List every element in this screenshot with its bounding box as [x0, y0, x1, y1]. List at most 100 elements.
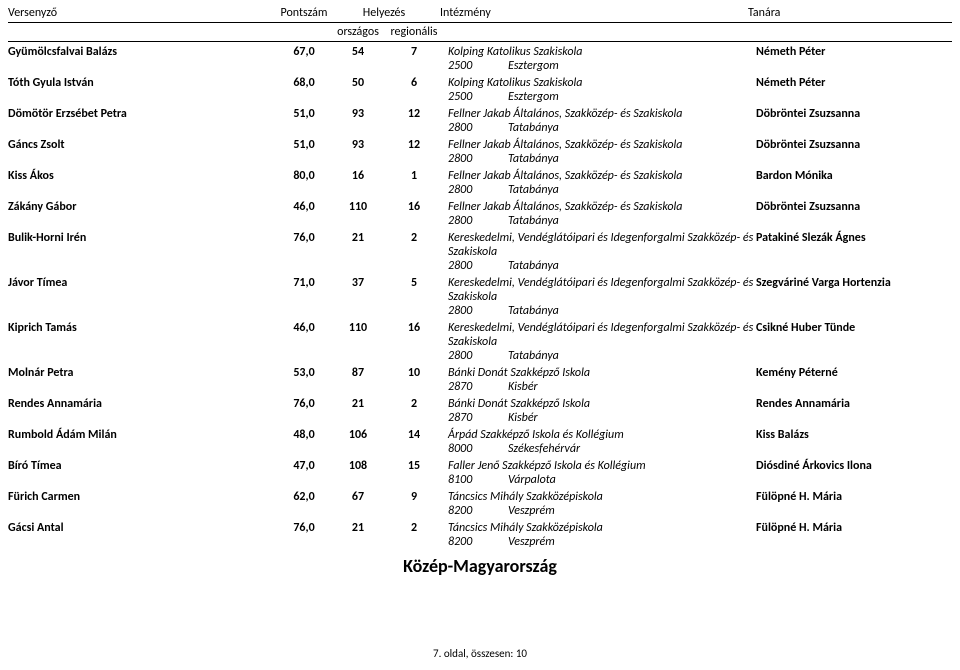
cell-city: Kisbér — [508, 380, 538, 394]
cell-city: Esztergom — [508, 59, 559, 73]
cell-reg: 12 — [384, 107, 444, 121]
cell-score: 46,0 — [276, 321, 332, 335]
cell-city: Tatabánya — [508, 152, 559, 166]
table-header-row: Versenyző Pontszám Helyezés Intézmény Ta… — [8, 6, 952, 23]
table-row: Bulik-Horni Irén76,0212Kereskedelmi, Ven… — [8, 231, 952, 273]
table-row: Tóth Gyula István68,0506Kolping Katoliku… — [8, 76, 952, 104]
entry-address-row: 2500Esztergom — [8, 90, 952, 104]
entry-address-row: 2870Kisbér — [8, 411, 952, 425]
cell-city: Tatabánya — [508, 304, 559, 318]
cell-zip: 2800 — [444, 183, 508, 197]
entry-main-row: Rendes Annamária 76,0212Bánki Donát Szakk… — [8, 397, 952, 411]
cell-reg: 5 — [384, 276, 444, 290]
cell-teacher: Szegváriné Varga Hortenzia — [756, 276, 926, 290]
cell-nat: 16 — [332, 169, 384, 183]
entry-address-row: 2800Tatabánya — [8, 259, 952, 273]
cell-name: Zákány Gábor — [8, 200, 276, 214]
cell-score: 67,0 — [276, 45, 332, 59]
cell-institution: Árpád Szakképző Iskola és Kollégium — [444, 428, 756, 442]
cell-reg: 2 — [384, 231, 444, 245]
cell-institution: Bánki Donát Szakképző Iskola — [444, 397, 756, 411]
cell-reg: 2 — [384, 397, 444, 411]
cell-institution: Fellner Jakab Általános, Szakközép- és S… — [444, 169, 756, 183]
cell-city: Tatabánya — [508, 183, 559, 197]
cell-institution: Faller Jenő Szakképző Iskola és Kollégiu… — [444, 459, 756, 473]
cell-name: Fürich Carmen — [8, 490, 276, 504]
cell-name: Bulik-Horni Irén — [8, 231, 276, 245]
cell-nat: 37 — [332, 276, 384, 290]
cell-teacher: Döbröntei Zsuzsanna — [756, 107, 926, 121]
cell-reg: 15 — [384, 459, 444, 473]
cell-nat: 21 — [332, 397, 384, 411]
col-header-teacher: Tanára — [748, 6, 918, 20]
entry-main-row: Rumbold Ádám Milán48,010614Árpád Szakkép… — [8, 428, 952, 442]
cell-zip: 8100 — [444, 473, 508, 487]
cell-score: 80,0 — [276, 169, 332, 183]
cell-score: 68,0 — [276, 76, 332, 90]
table-row: Fürich Carmen62,0679Táncsics Mihály Szak… — [8, 490, 952, 518]
entry-address-row: 2870Kisbér — [8, 380, 952, 394]
table-row: Jávor Tímea71,0375Kereskedelmi, Vendéglá… — [8, 276, 952, 318]
cell-name: Jávor Tímea — [8, 276, 276, 290]
entry-address-row: 2500Esztergom — [8, 59, 952, 73]
cell-score: 62,0 — [276, 490, 332, 504]
cell-score: 76,0 — [276, 397, 332, 411]
entry-main-row: Dömötör Erzsébet Petra51,09312Fellner Ja… — [8, 107, 952, 121]
cell-nat: 21 — [332, 231, 384, 245]
col-subheader-nat: országos — [332, 25, 384, 39]
cell-teacher: Kemény Péterné — [756, 366, 926, 380]
cell-teacher: Bardon Mónika — [756, 169, 926, 183]
cell-score: 51,0 — [276, 138, 332, 152]
entries-container: Gyümölcsfalvai Balázs67,0547Kolping Kato… — [8, 45, 952, 549]
cell-teacher: Fülöpné H. Mária — [756, 521, 926, 535]
region-title: Közép-Magyarország — [8, 555, 952, 577]
cell-institution: Fellner Jakab Általános, Szakközép- és S… — [444, 138, 756, 152]
cell-zip: 2870 — [444, 380, 508, 394]
entry-main-row: Gáncs Zsolt51,09312Fellner Jakab Általán… — [8, 138, 952, 152]
cell-zip: 8000 — [444, 442, 508, 456]
cell-city: Tatabánya — [508, 349, 559, 363]
cell-institution: Táncsics Mihály Szakközépiskola — [444, 521, 756, 535]
cell-nat: 110 — [332, 321, 384, 335]
table-row: Rumbold Ádám Milán48,010614Árpád Szakkép… — [8, 428, 952, 456]
entry-main-row: Fürich Carmen62,0679Táncsics Mihály Szak… — [8, 490, 952, 504]
cell-zip: 2800 — [444, 152, 508, 166]
cell-institution: Bánki Donát Szakképző Iskola — [444, 366, 756, 380]
cell-teacher: Rendes Annamária — [756, 397, 926, 411]
cell-zip: 2870 — [444, 411, 508, 425]
cell-name: Gáncs Zsolt — [8, 138, 276, 152]
cell-zip: 8200 — [444, 535, 508, 549]
cell-city: Tatabánya — [508, 259, 559, 273]
table-row: Gáncs Zsolt51,09312Fellner Jakab Általán… — [8, 138, 952, 166]
cell-city: Tatabánya — [508, 121, 559, 135]
cell-name: Dömötör Erzsébet Petra — [8, 107, 276, 121]
cell-institution: Táncsics Mihály Szakközépiskola — [444, 490, 756, 504]
entry-main-row: Bulik-Horni Irén76,0212Kereskedelmi, Ven… — [8, 231, 952, 259]
cell-zip: 8200 — [444, 504, 508, 518]
cell-reg: 10 — [384, 366, 444, 380]
entry-main-row: Kiprich Tamás46,011016Kereskedelmi, Vend… — [8, 321, 952, 349]
cell-reg: 7 — [384, 45, 444, 59]
cell-nat: 54 — [332, 45, 384, 59]
cell-institution: Kolping Katolikus Szakiskola — [444, 45, 756, 59]
cell-reg: 12 — [384, 138, 444, 152]
cell-score: 71,0 — [276, 276, 332, 290]
col-header-score: Pontszám — [276, 6, 332, 20]
cell-institution: Kolping Katolikus Szakiskola — [444, 76, 756, 90]
entry-main-row: Jávor Tímea71,0375Kereskedelmi, Vendéglá… — [8, 276, 952, 304]
cell-name: Gácsi Antal — [8, 521, 276, 535]
entry-main-row: Zákány Gábor46,011016Fellner Jakab Által… — [8, 200, 952, 214]
cell-city: Tatabánya — [508, 214, 559, 228]
cell-institution: Kereskedelmi, Vendéglátóipari és Idegenf… — [444, 321, 756, 349]
cell-teacher: Döbröntei Zsuzsanna — [756, 138, 926, 152]
cell-institution: Fellner Jakab Általános, Szakközép- és S… — [444, 200, 756, 214]
cell-zip: 2500 — [444, 90, 508, 104]
cell-city: Székesfehérvár — [508, 442, 580, 456]
table-row: Kiprich Tamás46,011016Kereskedelmi, Vend… — [8, 321, 952, 363]
cell-zip: 2800 — [444, 214, 508, 228]
cell-name: Tóth Gyula István — [8, 76, 276, 90]
cell-reg: 1 — [384, 169, 444, 183]
cell-zip: 2800 — [444, 304, 508, 318]
cell-nat: 106 — [332, 428, 384, 442]
cell-reg: 16 — [384, 200, 444, 214]
